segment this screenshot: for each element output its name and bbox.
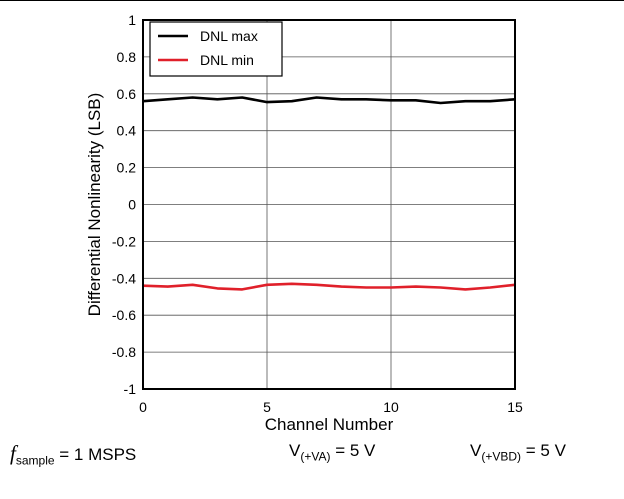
y-tick-label: 0.4 xyxy=(117,123,137,139)
data-point xyxy=(241,288,244,291)
data-point xyxy=(241,96,244,99)
data-point xyxy=(390,286,392,289)
data-point xyxy=(489,286,492,289)
series-line-2 xyxy=(142,282,516,291)
data-point xyxy=(216,98,219,101)
x-tick-label: 0 xyxy=(139,399,147,415)
data-point xyxy=(216,287,219,290)
x-tick-label: 15 xyxy=(507,399,523,415)
vbd-base: V xyxy=(470,441,482,460)
data-point xyxy=(166,98,169,101)
data-point xyxy=(439,102,442,105)
data-point xyxy=(464,100,467,103)
data-point xyxy=(365,98,368,101)
y-tick-label: 1 xyxy=(128,12,136,28)
data-point xyxy=(340,285,343,288)
va-supply-condition: V(+VA) = 5 V xyxy=(289,441,375,463)
y-tick-label: 0.6 xyxy=(117,86,137,102)
legend-label-2: DNL min xyxy=(200,52,254,68)
x-tick-label: 10 xyxy=(383,399,399,415)
x-tick-labels: 0 5 10 15 xyxy=(139,399,523,415)
data-series xyxy=(142,96,516,291)
data-point xyxy=(290,282,293,285)
data-point xyxy=(365,286,368,289)
f-symbol: f xyxy=(10,441,16,465)
data-point xyxy=(191,283,194,286)
y-tick-label: -0.6 xyxy=(112,307,136,323)
y-tick-label: -0.2 xyxy=(112,233,136,249)
data-point xyxy=(340,98,343,101)
legend-label-1: DNL max xyxy=(200,28,258,44)
y-tick-label: 0.2 xyxy=(117,160,137,176)
y-tick-label: -0.8 xyxy=(112,344,136,360)
y-axis-label: Differential Nonlinearity (LSB) xyxy=(85,93,104,317)
vbd-subscript: (+VBD) xyxy=(481,449,522,464)
legend: DNL max DNL min xyxy=(149,21,283,77)
x-tick-label: 5 xyxy=(263,399,271,415)
data-point xyxy=(439,286,442,289)
x-axis-label: Channel Number xyxy=(265,415,394,434)
y-tick-label: -1 xyxy=(124,381,137,397)
y-tick-label: 0.8 xyxy=(117,49,137,65)
data-point xyxy=(166,285,169,288)
va-value: = 5 V xyxy=(330,441,376,460)
data-point xyxy=(290,100,293,103)
data-point xyxy=(266,283,268,286)
y-tick-labels: 1 0.8 0.6 0.4 0.2 0 -0.2 -0.4 -0.6 -0.8 -1 xyxy=(112,12,136,397)
data-point xyxy=(414,285,417,288)
data-point xyxy=(266,101,268,104)
sample-rate-condition: fsample = 1 MSPS xyxy=(10,441,136,467)
data-point xyxy=(414,99,417,102)
va-base: V xyxy=(289,441,301,460)
data-point xyxy=(489,100,492,103)
vbd-supply-condition: V(+VBD) = 5 V xyxy=(470,441,566,463)
legend-box xyxy=(149,21,283,77)
f-subscript: sample xyxy=(15,453,55,468)
vbd-value: = 5 V xyxy=(521,441,566,460)
data-point xyxy=(191,96,194,99)
f-value: = 1 MSPS xyxy=(54,445,137,464)
plot-frame xyxy=(142,19,516,390)
y-tick-label: -0.4 xyxy=(112,270,136,286)
data-point xyxy=(315,96,318,99)
va-subscript: (+VA) xyxy=(300,449,331,464)
y-tick-label: 0 xyxy=(128,197,136,213)
data-point xyxy=(464,288,467,291)
series-line-1 xyxy=(142,96,516,105)
data-point xyxy=(315,283,318,286)
data-point xyxy=(390,99,392,102)
